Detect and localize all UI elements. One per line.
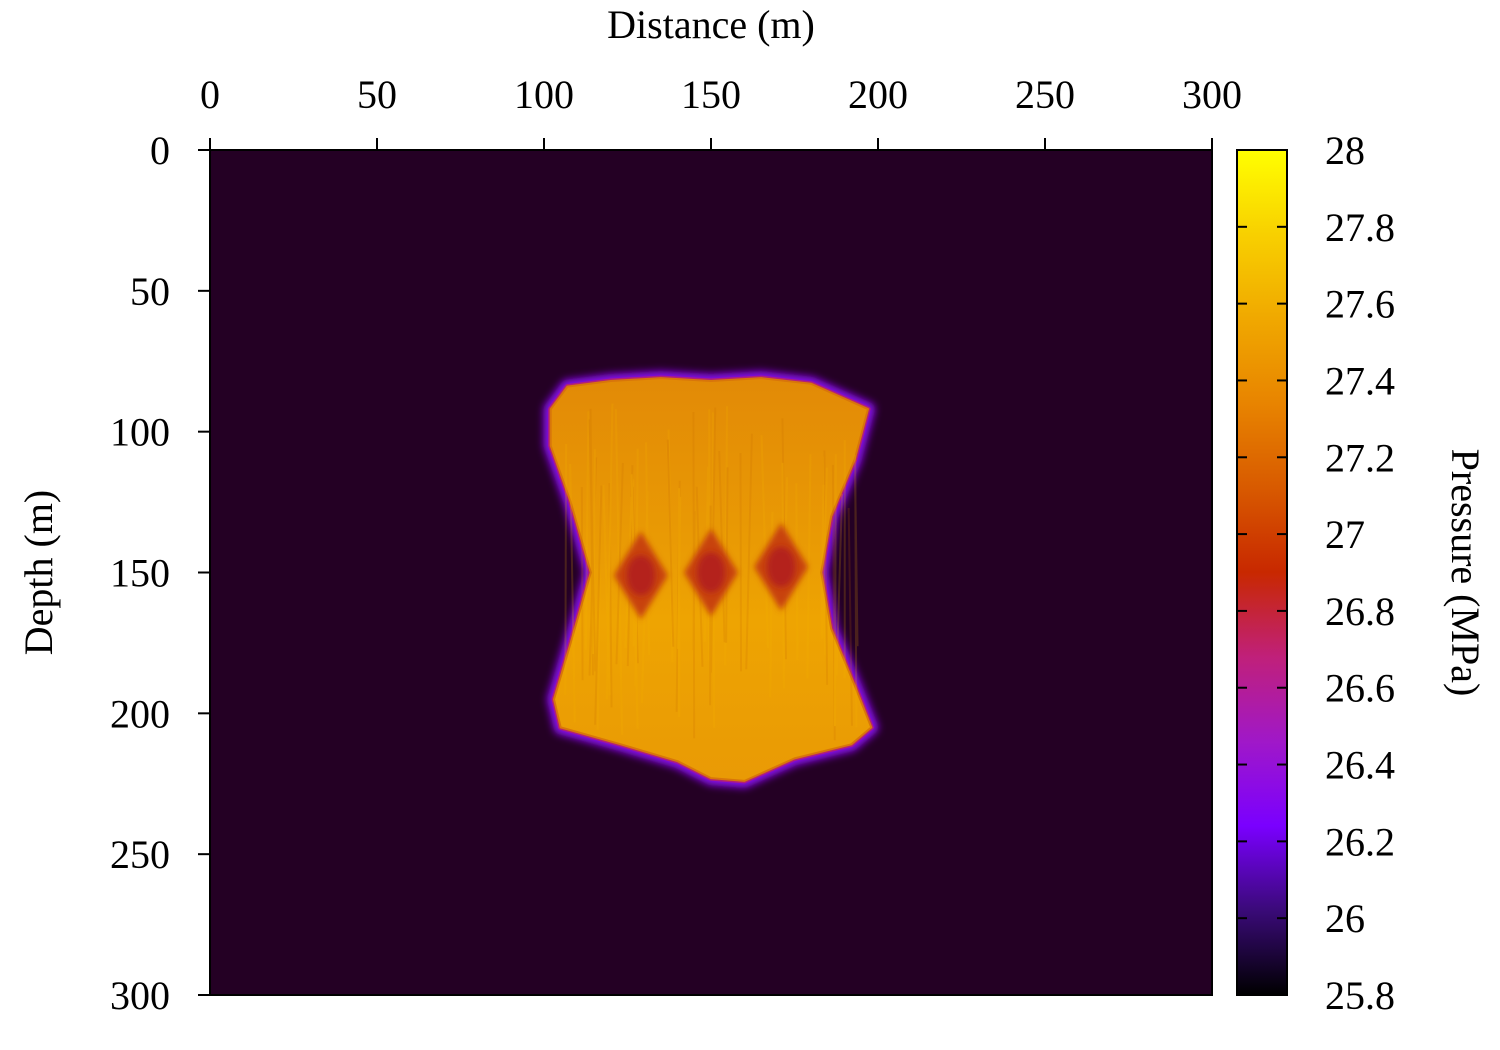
texture-streak (739, 453, 743, 672)
texture-streak (847, 507, 853, 726)
y-axis: 0 50 100 150 200 250 300 (110, 128, 210, 1018)
texture-streak (569, 463, 576, 723)
texture-streak (820, 484, 825, 635)
texture-streak (675, 480, 681, 712)
colorbar-title: Pressure (MPa) (1443, 449, 1488, 697)
texture-streak (564, 444, 568, 695)
low-pressure-lens-core-1 (626, 555, 655, 596)
texture-streak (806, 454, 812, 679)
texture-streak (854, 477, 859, 647)
texture-streak (594, 485, 603, 725)
y-tick-label: 150 (110, 551, 170, 596)
colorbar-tick-label: 26.8 (1325, 589, 1395, 634)
colorbar-gradient (1236, 149, 1288, 996)
colorbar-tick-label: 27 (1325, 512, 1365, 557)
texture-streak (580, 487, 584, 681)
texture-streak (724, 406, 729, 666)
texture-streak (592, 449, 596, 654)
colorbar-tick-label: 27.2 (1325, 435, 1395, 480)
texture-streak (831, 464, 836, 741)
texture-streak (615, 462, 624, 665)
colorbar-tick-label: 26.6 (1325, 666, 1395, 711)
colorbar-ticks: 28 27.8 27.6 27.4 27.2 27 26.8 26.6 26.4 26.2 26 25… (1237, 128, 1395, 1018)
texture-streak (588, 419, 597, 672)
colorbar-tick-label: 27.8 (1325, 205, 1395, 250)
texture-streak (822, 456, 827, 656)
y-tick-label: 50 (130, 269, 170, 314)
y-tick-label: 200 (110, 691, 170, 736)
y-tick-label: 0 (150, 128, 170, 173)
y-tick-label: 300 (110, 973, 170, 1018)
texture-streak (596, 492, 602, 730)
y-tick-label: 250 (110, 832, 170, 877)
texture-streak (666, 439, 675, 647)
colorbar-tick-label: 26.2 (1325, 819, 1395, 864)
texture-streak (602, 485, 611, 696)
texture-streak (584, 411, 590, 650)
x-tick-label: 100 (514, 72, 574, 117)
texture-streak (589, 408, 594, 676)
x-tick-label: 50 (357, 72, 397, 117)
texture-streak (833, 454, 837, 727)
low-pressure-lens-core-3 (767, 546, 796, 587)
texture-streak (588, 457, 598, 676)
texture-streak (605, 403, 614, 700)
low-pressure-lens-core-2 (697, 552, 725, 593)
x-axis: 0 50 100 150 200 250 300 (200, 72, 1242, 150)
heatmap (210, 150, 1212, 995)
texture-streak (821, 467, 828, 639)
texture-streak (835, 493, 844, 676)
y-axis-title: Depth (m) (16, 490, 61, 656)
colorbar-tick-label: 26 (1325, 896, 1365, 941)
colorbar-tick-label: 26.4 (1325, 743, 1395, 788)
y-tick-label: 100 (110, 410, 170, 455)
colorbar-tick-label: 25.8 (1325, 973, 1395, 1018)
texture-streak (823, 450, 829, 685)
texture-streak (667, 429, 674, 663)
x-tick-label: 150 (681, 72, 741, 117)
colorbar-tick-label: 27.6 (1325, 282, 1395, 327)
x-tick-label: 250 (1015, 72, 1075, 117)
texture-streak (745, 433, 753, 670)
x-tick-label: 0 (200, 72, 220, 117)
x-tick-label: 200 (848, 72, 908, 117)
texture-streak (760, 435, 770, 649)
colorbar-tick-label: 28 (1325, 128, 1365, 173)
texture-streak (677, 497, 682, 649)
texture-streak (608, 483, 613, 708)
x-axis-title: Distance (m) (607, 2, 815, 47)
colorbar-tick-label: 27.4 (1325, 358, 1395, 403)
texture-streak (666, 442, 675, 638)
colorbar: 28 27.8 27.6 27.4 27.2 27 26.8 26.6 26.4 26.2 26 25… (1236, 128, 1488, 1018)
texture-streak (854, 454, 858, 728)
x-tick-label: 300 (1182, 72, 1242, 117)
